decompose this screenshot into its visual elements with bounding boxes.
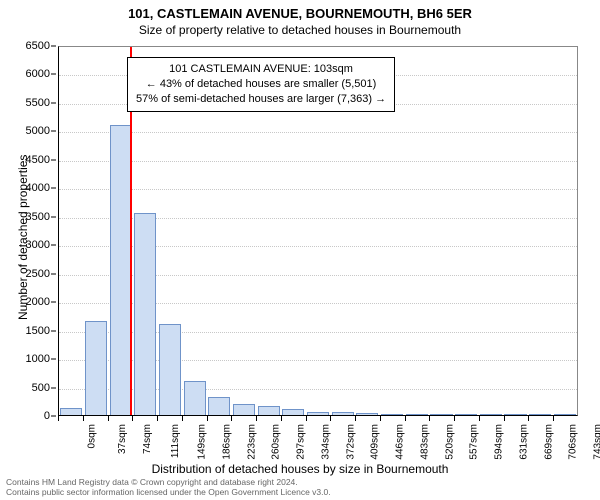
x-tick-label: 260sqm	[271, 424, 282, 460]
x-tick-label: 297sqm	[296, 424, 307, 460]
histogram-bar	[208, 397, 230, 415]
x-tick-label: 483sqm	[419, 424, 430, 460]
y-tick-label: 500	[32, 382, 50, 394]
histogram-bar	[307, 412, 329, 415]
histogram-bar	[406, 414, 428, 415]
x-tick-label: 706sqm	[568, 424, 579, 460]
x-tick-label: 372sqm	[345, 424, 356, 460]
histogram-bar	[258, 406, 280, 415]
histogram-bar	[233, 404, 255, 415]
x-ticks: 0sqm 37sqm 74sqm 111sqm 149sqm 186sqm 223sqm 26…	[58, 416, 578, 466]
x-tick-label: 37sqm	[117, 424, 128, 454]
x-tick-label: 334sqm	[320, 424, 331, 460]
x-tick-label: 669sqm	[543, 424, 554, 460]
histogram-bar	[332, 412, 354, 415]
y-tick-label: 3500	[26, 211, 50, 223]
footer-line-2: Contains public sector information licen…	[6, 488, 331, 498]
x-axis-label: Distribution of detached houses by size …	[0, 462, 600, 476]
y-tick-label: 0	[44, 410, 50, 422]
y-ticks: 0500100015002000250030003500400045005000…	[0, 46, 56, 416]
histogram-bar	[381, 414, 403, 415]
histogram-bar	[134, 213, 156, 415]
info-box: 101 CASTLEMAIN AVENUE: 103sqm ← 43% of d…	[127, 57, 395, 112]
x-tick-label: 557sqm	[469, 424, 480, 460]
histogram-bar	[455, 414, 477, 415]
x-tick-label: 520sqm	[444, 424, 455, 460]
x-tick-label: 631sqm	[519, 424, 530, 460]
x-tick-label: 74sqm	[142, 424, 153, 454]
chart-subtitle: Size of property relative to detached ho…	[0, 21, 600, 41]
x-tick-label: 409sqm	[370, 424, 381, 460]
y-tick-label: 2000	[26, 296, 50, 308]
x-tick-label: 743sqm	[593, 424, 600, 460]
y-tick-label: 5500	[26, 97, 50, 109]
y-tick-label: 6500	[26, 40, 50, 52]
histogram-bar	[430, 414, 452, 415]
x-tick-label: 186sqm	[221, 424, 232, 460]
histogram-bar	[60, 408, 82, 415]
histogram-bar	[356, 413, 378, 415]
histogram-bar	[554, 414, 576, 415]
info-line-3: 57% of semi-detached houses are larger (…	[136, 92, 386, 107]
histogram-bar	[480, 414, 502, 415]
info-line-2: ← 43% of detached houses are smaller (5,…	[136, 77, 386, 92]
x-tick-label: 446sqm	[395, 424, 406, 460]
footer: Contains HM Land Registry data © Crown c…	[6, 478, 331, 498]
histogram-bar	[184, 381, 206, 415]
histogram-bar	[529, 414, 551, 415]
chart-title: 101, CASTLEMAIN AVENUE, BOURNEMOUTH, BH6…	[0, 0, 600, 21]
x-tick-label: 149sqm	[197, 424, 208, 460]
histogram-bar	[282, 409, 304, 415]
chart-plot-area: 101 CASTLEMAIN AVENUE: 103sqm ← 43% of d…	[58, 46, 578, 416]
x-tick-label: 111sqm	[170, 424, 181, 458]
histogram-bar	[159, 324, 181, 415]
info-line-1: 101 CASTLEMAIN AVENUE: 103sqm	[136, 62, 386, 77]
y-tick-label: 1000	[26, 353, 50, 365]
histogram-bar	[85, 321, 107, 415]
y-tick-label: 1500	[26, 325, 50, 337]
y-tick-label: 3000	[26, 239, 50, 251]
histogram-bar	[110, 125, 132, 415]
x-tick-label: 0sqm	[86, 424, 97, 448]
y-tick-label: 6000	[26, 68, 50, 80]
y-tick-label: 4000	[26, 182, 50, 194]
histogram-bar	[504, 414, 526, 415]
y-tick-label: 2500	[26, 268, 50, 280]
x-tick-label: 223sqm	[246, 424, 257, 460]
y-tick-label: 5000	[26, 125, 50, 137]
y-tick-label: 4500	[26, 154, 50, 166]
x-tick-label: 594sqm	[494, 424, 505, 460]
